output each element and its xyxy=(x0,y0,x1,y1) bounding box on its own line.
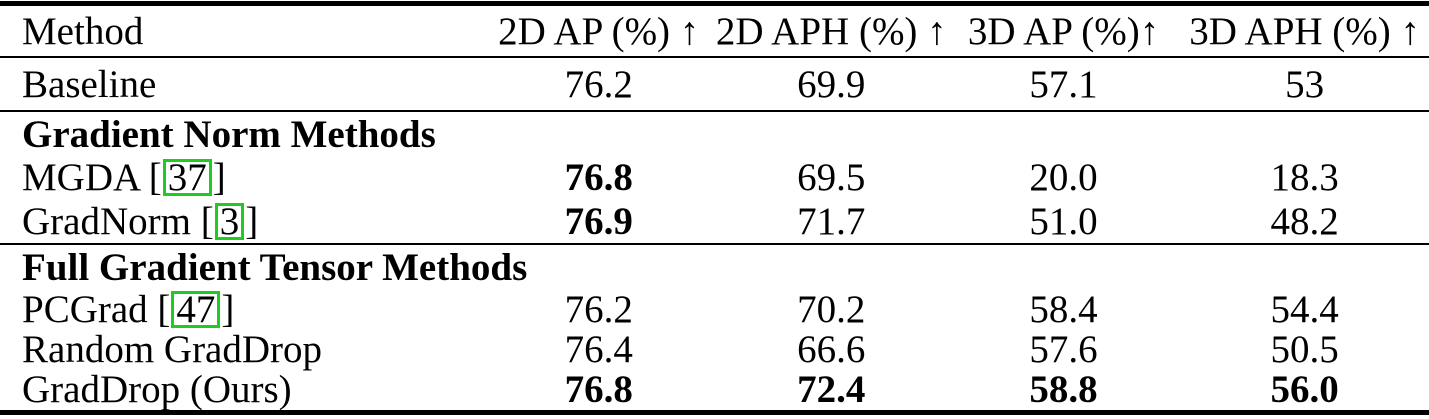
cell-2d-aph: 66.6 xyxy=(797,327,866,371)
table-top-rule xyxy=(0,1,1429,6)
cell-3d-ap: 57.1 xyxy=(1029,62,1098,106)
header-2d-aph: 2D APH (%) ↑ xyxy=(715,9,947,53)
method-cell: GradDrop (Ours) xyxy=(22,368,292,411)
section-title: Full Gradient Tensor Methods xyxy=(22,245,528,289)
cell-3d-ap: 51.0 xyxy=(1029,199,1098,243)
cell-3d-aph: 50.5 xyxy=(1270,327,1339,371)
method-label: PCGrad [ xyxy=(22,287,171,331)
table-row-pcgrad: PCGrad [47] 76.2 70.2 58.4 54.4 xyxy=(0,287,1429,332)
cell-3d-aph: 48.2 xyxy=(1270,199,1339,243)
table-row-baseline: Baseline 76.2 69.9 57.1 53 xyxy=(0,58,1429,110)
section-separator-rule xyxy=(0,110,1429,112)
citation-link-47[interactable]: 47 xyxy=(171,289,221,329)
cell-2d-aph: 69.9 xyxy=(797,62,866,106)
cell-3d-aph: 53 xyxy=(1285,62,1325,106)
cell-3d-aph: 54.4 xyxy=(1270,287,1339,331)
method-cell: Baseline xyxy=(22,62,157,106)
table-row-gradnorm: GradNorm [3] 76.9 71.7 51.0 48.2 xyxy=(0,199,1429,243)
section-heading-full-gradient-tensor: Full Gradient Tensor Methods xyxy=(0,245,1429,289)
table-row-mgda: MGDA [37] 76.8 69.5 20.0 18.3 xyxy=(0,156,1429,199)
cell-2d-aph: 69.5 xyxy=(797,156,866,199)
cell-2d-ap: 76.4 xyxy=(564,327,633,371)
section-title: Gradient Norm Methods xyxy=(22,112,436,156)
method-label: MGDA [ xyxy=(22,156,162,199)
header-method: Method xyxy=(22,9,144,53)
cell-3d-ap: 57.6 xyxy=(1029,327,1098,371)
bracket-close: ] xyxy=(212,156,226,199)
section-heading-gradient-norm: Gradient Norm Methods xyxy=(0,112,1429,156)
header-2d-ap: 2D AP (%) ↑ xyxy=(498,9,700,53)
cell-3d-aph: 18.3 xyxy=(1270,156,1339,199)
cell-3d-ap: 20.0 xyxy=(1029,156,1098,199)
section-separator-rule xyxy=(0,243,1429,245)
table-row-random-graddrop: Random GradDrop 76.4 66.6 57.6 50.5 xyxy=(0,327,1429,371)
table-bottom-rule xyxy=(0,410,1429,415)
citation-link-3[interactable]: 3 xyxy=(214,201,245,241)
citation-link-37[interactable]: 37 xyxy=(162,158,212,197)
method-cell: MGDA [37] xyxy=(0,155,482,200)
method-cell: GradNorm [3] xyxy=(0,199,482,244)
header-3d-aph: 3D APH (%) ↑ xyxy=(1189,9,1421,53)
cell-2d-ap: 76.8 xyxy=(564,156,633,199)
bracket-close: ] xyxy=(245,199,259,243)
bracket-close: ] xyxy=(221,287,235,331)
cell-3d-aph: 56.0 xyxy=(1270,368,1339,411)
cell-2d-ap: 76.2 xyxy=(564,287,633,331)
table-header-row: Method 2D AP (%) ↑ 2D APH (%) ↑ 3D AP (%… xyxy=(0,6,1429,56)
header-3d-ap: 3D AP (%)↑ xyxy=(967,9,1160,53)
method-cell: PCGrad [47] xyxy=(0,287,482,332)
cell-2d-ap: 76.8 xyxy=(564,368,633,411)
method-cell: Random GradDrop xyxy=(22,327,323,371)
method-label: GradNorm [ xyxy=(22,199,214,243)
table-row-graddrop-ours: GradDrop (Ours) 76.8 72.4 58.8 56.0 xyxy=(0,368,1429,411)
cell-2d-aph: 70.2 xyxy=(797,287,866,331)
cell-2d-aph: 72.4 xyxy=(797,368,866,411)
cell-3d-ap: 58.4 xyxy=(1029,287,1098,331)
cell-2d-ap: 76.2 xyxy=(564,62,633,106)
cell-3d-ap: 58.8 xyxy=(1029,368,1098,411)
header-separator-rule xyxy=(0,56,1429,58)
cell-2d-aph: 71.7 xyxy=(797,199,866,243)
cell-2d-ap: 76.9 xyxy=(564,199,633,243)
